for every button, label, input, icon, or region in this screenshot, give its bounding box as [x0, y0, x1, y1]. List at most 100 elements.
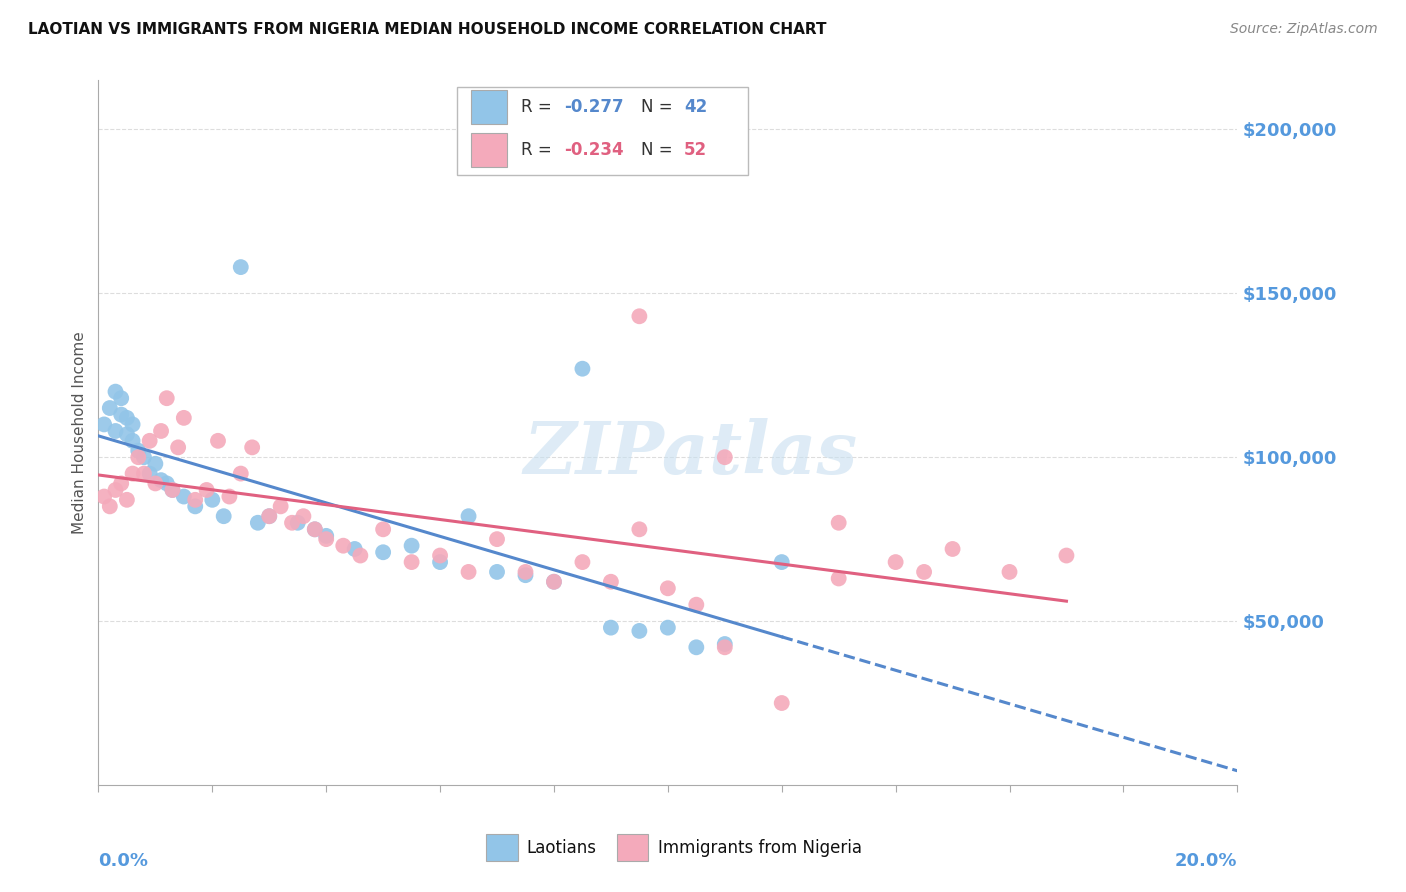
Text: LAOTIAN VS IMMIGRANTS FROM NIGERIA MEDIAN HOUSEHOLD INCOME CORRELATION CHART: LAOTIAN VS IMMIGRANTS FROM NIGERIA MEDIA… [28, 22, 827, 37]
Text: 52: 52 [683, 141, 707, 159]
Point [685, 640, 707, 655]
Point [515, 565, 537, 579]
Text: 20.0%: 20.0% [1175, 852, 1237, 870]
Point [457, 565, 479, 579]
Point [270, 500, 292, 514]
Point [145, 476, 167, 491]
Text: ZIPatlas: ZIPatlas [523, 418, 858, 489]
Point [184, 492, 207, 507]
Point [685, 598, 707, 612]
Point [571, 361, 593, 376]
Point [93, 417, 115, 432]
Point [429, 549, 451, 563]
Point [104, 424, 127, 438]
Point [628, 310, 651, 324]
Point [127, 450, 149, 465]
Point [115, 410, 138, 425]
Point [98, 401, 121, 415]
Point [714, 450, 737, 465]
Text: 0.0%: 0.0% [98, 852, 149, 870]
Text: Source: ZipAtlas.com: Source: ZipAtlas.com [1230, 22, 1378, 37]
Point [628, 624, 651, 638]
Point [145, 457, 167, 471]
Point [121, 467, 143, 481]
Point [110, 476, 132, 491]
Point [212, 509, 235, 524]
Point [138, 434, 160, 448]
Text: R =: R = [522, 141, 557, 159]
Point [127, 443, 149, 458]
Point [543, 574, 565, 589]
Point [600, 621, 623, 635]
Point [912, 565, 935, 579]
FancyBboxPatch shape [617, 834, 648, 861]
Point [657, 582, 679, 596]
Point [150, 473, 173, 487]
Text: Immigrants from Nigeria: Immigrants from Nigeria [658, 838, 862, 856]
Point [110, 391, 132, 405]
Point [240, 441, 263, 455]
Point [259, 509, 281, 524]
Point [315, 532, 337, 546]
Point [714, 637, 737, 651]
Point [828, 572, 851, 586]
Point [373, 545, 395, 559]
Point [770, 696, 793, 710]
Point [543, 574, 565, 589]
Point [138, 467, 160, 481]
Point [167, 441, 190, 455]
Text: -0.234: -0.234 [564, 141, 624, 159]
FancyBboxPatch shape [471, 90, 508, 124]
Point [156, 476, 179, 491]
FancyBboxPatch shape [457, 87, 748, 176]
Point [942, 541, 965, 556]
Point [401, 539, 423, 553]
Point [93, 490, 115, 504]
Point [828, 516, 851, 530]
Point [162, 483, 184, 497]
Point [401, 555, 423, 569]
Point [132, 450, 155, 465]
FancyBboxPatch shape [471, 133, 508, 167]
Point [571, 555, 593, 569]
Point [657, 621, 679, 635]
Point [115, 492, 138, 507]
Text: N =: N = [641, 98, 678, 117]
Point [770, 555, 793, 569]
Point [486, 532, 509, 546]
Point [195, 483, 218, 497]
Point [515, 568, 537, 582]
Point [110, 408, 132, 422]
Point [115, 427, 138, 442]
Point [457, 509, 479, 524]
Point [104, 384, 127, 399]
Point [1056, 549, 1078, 563]
Point [998, 565, 1021, 579]
Point [349, 549, 371, 563]
Text: N =: N = [641, 141, 678, 159]
Point [150, 424, 173, 438]
Text: R =: R = [522, 98, 557, 117]
Point [229, 467, 252, 481]
Point [162, 483, 184, 497]
Point [429, 555, 451, 569]
Point [600, 574, 623, 589]
Point [332, 539, 354, 553]
Point [184, 500, 207, 514]
Text: 42: 42 [683, 98, 707, 117]
Text: Laotians: Laotians [527, 838, 596, 856]
Point [104, 483, 127, 497]
Point [132, 467, 155, 481]
Point [292, 509, 315, 524]
Point [281, 516, 304, 530]
Point [287, 516, 309, 530]
Point [201, 492, 224, 507]
Point [486, 565, 509, 579]
Point [207, 434, 229, 448]
Point [304, 522, 326, 536]
Point [884, 555, 907, 569]
Point [304, 522, 326, 536]
Point [156, 391, 179, 405]
Point [628, 522, 651, 536]
Point [173, 410, 195, 425]
